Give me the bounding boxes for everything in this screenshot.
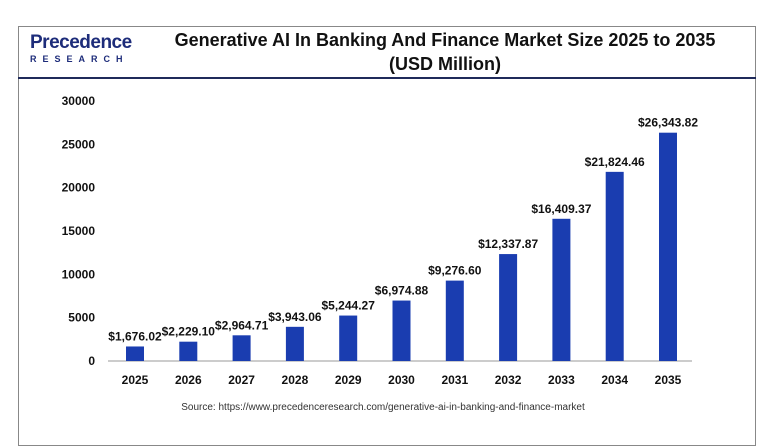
data-label: $26,343.82 <box>638 116 698 130</box>
header-divider <box>18 77 756 79</box>
data-label: $16,409.37 <box>531 202 591 216</box>
logo-line2: RESEARCH <box>30 54 129 64</box>
bar-2027 <box>232 335 251 361</box>
bar-2032 <box>499 254 518 361</box>
data-label: $2,964.71 <box>215 318 269 332</box>
bar-2034 <box>605 171 624 361</box>
y-tick-label: 10000 <box>62 267 96 281</box>
y-tick-label: 0 <box>88 354 95 368</box>
x-tick-label: 2027 <box>228 373 255 387</box>
logo: Precedence RESEARCH <box>30 32 140 64</box>
x-tick-label: 2025 <box>122 373 149 387</box>
chart-title: Generative AI In Banking And Finance Mar… <box>150 28 740 76</box>
x-tick-label: 2035 <box>655 373 682 387</box>
x-tick-label: 2032 <box>495 373 522 387</box>
x-tick-label: 2026 <box>175 373 202 387</box>
data-label: $21,824.46 <box>585 155 645 169</box>
data-label: $3,943.06 <box>268 310 322 324</box>
source-note: Source: https://www.precedenceresearch.c… <box>181 402 585 413</box>
x-tick-label: 2033 <box>548 373 575 387</box>
bar-2030 <box>392 300 411 361</box>
data-label: $9,276.60 <box>428 264 482 278</box>
x-tick-label: 2034 <box>601 373 628 387</box>
y-tick-label: 20000 <box>62 181 96 195</box>
x-tick-label: 2028 <box>282 373 309 387</box>
x-tick-label: 2030 <box>388 373 415 387</box>
bar-2031 <box>445 280 464 361</box>
bar-2029 <box>339 315 358 361</box>
bar-2035 <box>659 132 677 361</box>
bar-2026 <box>179 341 198 361</box>
bar-2028 <box>285 326 304 361</box>
bar-2033 <box>552 218 571 361</box>
y-tick-label: 30000 <box>62 94 96 108</box>
y-tick-label: 5000 <box>68 311 95 325</box>
title-sub: (USD Million) <box>389 54 501 74</box>
data-label: $6,974.88 <box>375 284 429 298</box>
data-label: $1,676.02 <box>108 329 162 343</box>
data-label: $5,244.27 <box>322 299 376 313</box>
title-main: Generative AI In Banking And Finance Mar… <box>174 30 716 50</box>
bar-2025 <box>126 346 144 361</box>
y-tick-label: 15000 <box>62 224 96 238</box>
x-tick-label: 2029 <box>335 373 362 387</box>
logo-line1: Precedence <box>30 32 132 53</box>
y-tick-label: 25000 <box>62 137 96 151</box>
x-tick-label: 2031 <box>441 373 468 387</box>
data-label: $2,229.10 <box>162 325 216 339</box>
data-label: $12,337.87 <box>478 237 538 251</box>
